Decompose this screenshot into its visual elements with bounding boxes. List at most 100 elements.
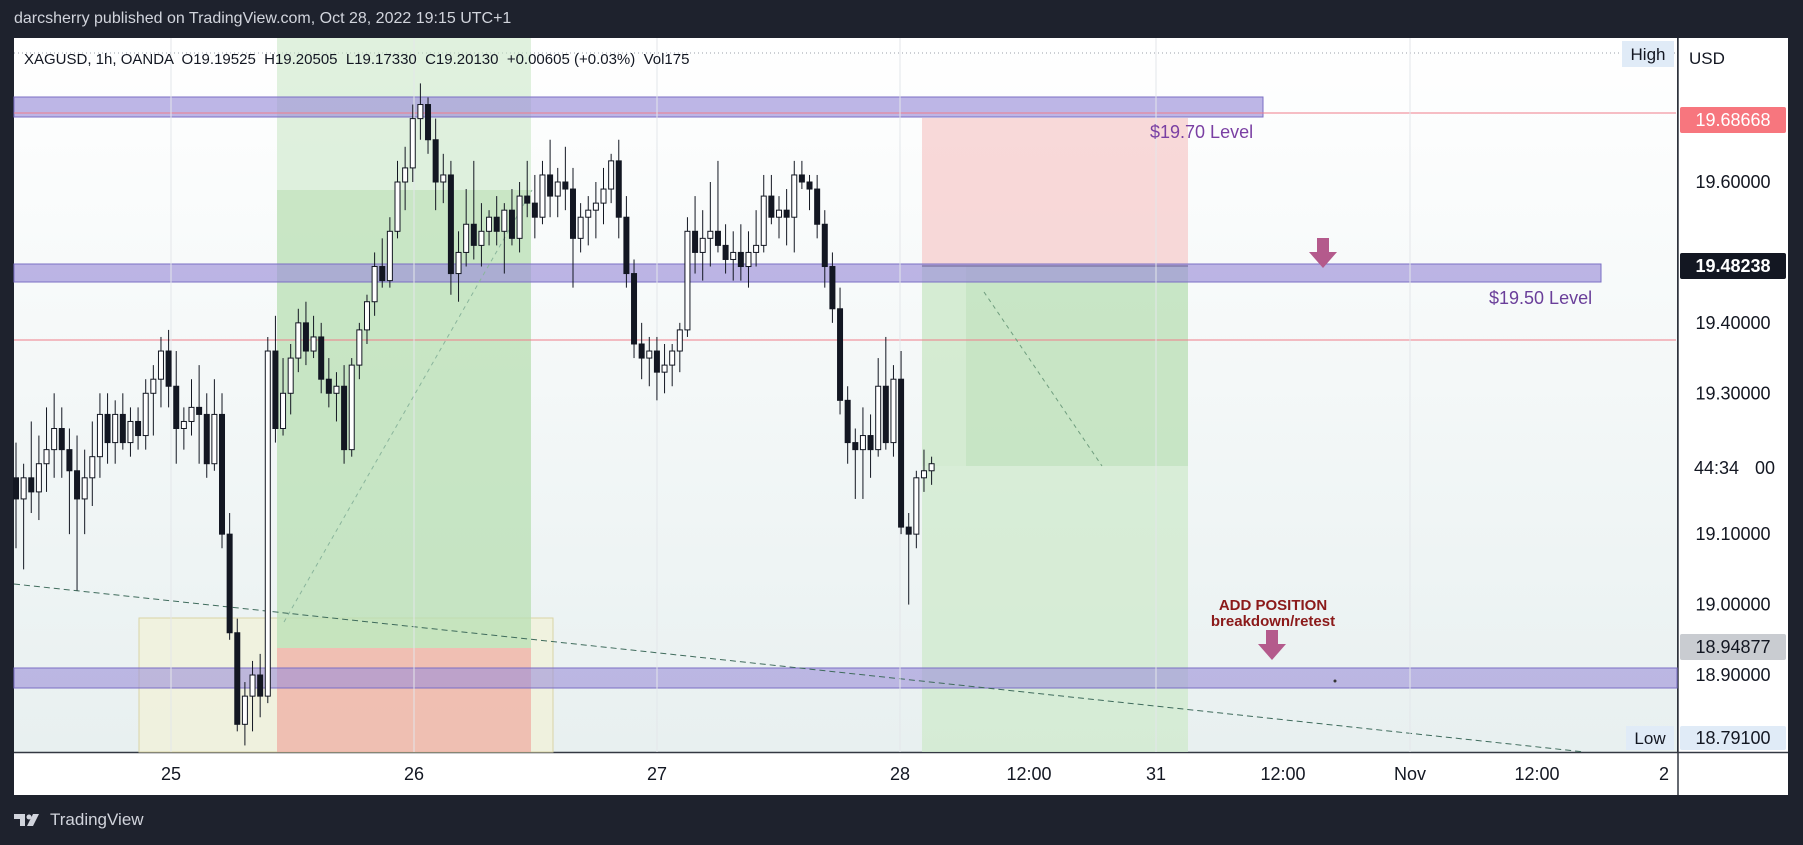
candle[interactable] [875,358,882,457]
candle[interactable] [798,160,805,190]
candle[interactable] [302,301,309,366]
candle[interactable] [783,189,790,246]
candle[interactable] [203,393,210,478]
candle[interactable] [341,365,348,464]
candle[interactable] [844,386,851,464]
candle[interactable] [531,174,538,239]
candle[interactable] [363,294,370,344]
candle[interactable] [112,400,119,464]
candle[interactable] [898,351,905,535]
candle[interactable] [180,407,187,450]
candle[interactable] [135,407,142,450]
candle[interactable] [287,343,294,415]
candle[interactable] [623,196,630,288]
candle[interactable] [821,210,828,288]
candle[interactable] [13,442,19,549]
candle[interactable] [348,358,355,457]
candle[interactable] [188,379,195,436]
candle[interactable] [615,139,622,239]
candle[interactable] [928,456,935,485]
candle[interactable] [569,167,576,288]
candle[interactable] [234,618,241,732]
candle[interactable] [470,160,477,260]
candle[interactable] [768,174,775,225]
candle[interactable] [646,336,653,387]
candle[interactable] [89,421,96,506]
candle[interactable] [310,315,317,359]
candle[interactable] [631,259,638,359]
candle[interactable] [356,322,363,380]
candle[interactable] [791,160,798,253]
candle[interactable] [585,196,592,246]
candle[interactable] [684,217,691,337]
candle[interactable] [814,174,821,239]
candle[interactable] [257,653,264,718]
candle[interactable] [463,189,470,267]
candle[interactable] [501,203,508,274]
candle[interactable] [882,336,889,450]
candle[interactable] [661,343,668,394]
candle[interactable] [524,160,531,218]
candle[interactable] [745,231,752,288]
candle[interactable] [890,365,897,457]
candle[interactable] [43,407,50,492]
candle[interactable] [592,182,599,239]
candle[interactable] [150,365,157,436]
candle[interactable] [547,139,554,218]
candle[interactable] [722,224,729,274]
candle[interactable] [913,470,920,549]
candle[interactable] [264,336,271,704]
candle[interactable] [714,160,721,253]
candle[interactable] [608,153,615,204]
candle[interactable] [776,196,782,239]
candle[interactable] [455,231,462,302]
candle[interactable] [707,182,714,267]
candle[interactable] [508,189,515,246]
candle[interactable] [852,428,859,499]
candle[interactable] [730,231,737,281]
candle[interactable] [539,160,546,225]
candle[interactable] [142,379,149,450]
candle[interactable] [753,210,760,267]
candle[interactable] [51,393,58,478]
candle[interactable] [440,153,447,204]
candle[interactable] [58,407,65,478]
candle[interactable] [699,210,706,281]
candle[interactable] [676,322,683,373]
candle[interactable] [432,118,439,211]
candle[interactable] [859,407,866,499]
price-axis[interactable] [1678,38,1788,752]
candle[interactable] [516,182,523,253]
candle[interactable] [867,414,874,478]
candle[interactable] [554,167,561,218]
candle[interactable] [806,174,813,211]
candle[interactable] [211,379,218,471]
candle[interactable] [478,203,485,267]
candle[interactable] [692,196,699,274]
candle[interactable] [333,372,340,422]
candle[interactable] [226,513,233,640]
candle[interactable] [157,336,164,408]
candle[interactable] [653,336,660,401]
candle[interactable] [417,83,424,140]
candle[interactable] [96,393,103,478]
candle[interactable] [371,252,378,316]
candle[interactable] [638,322,645,380]
candle[interactable] [837,287,844,415]
candle[interactable] [600,167,607,225]
candle[interactable] [20,463,27,570]
candle[interactable] [760,174,767,253]
candle[interactable] [394,160,401,239]
candle[interactable] [486,210,493,246]
candle[interactable] [493,196,500,246]
candle[interactable] [402,146,409,211]
candle[interactable] [295,308,302,373]
candle[interactable] [66,428,73,535]
candle[interactable] [173,351,180,464]
candle[interactable] [196,365,203,464]
candle[interactable] [241,682,248,746]
candle[interactable] [28,421,35,514]
candle[interactable] [219,393,226,549]
candle[interactable] [737,224,744,281]
